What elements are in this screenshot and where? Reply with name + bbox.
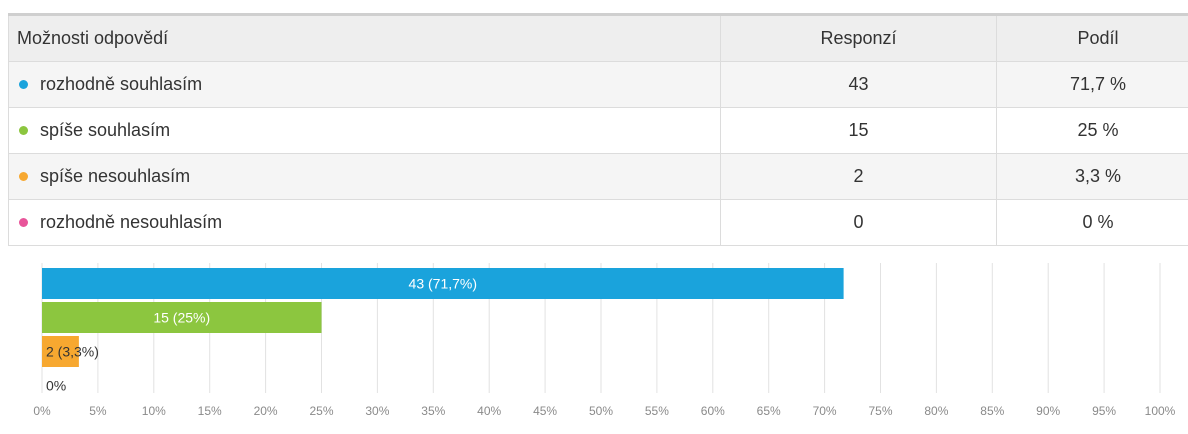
- option-label: spíše souhlasím: [40, 120, 171, 140]
- share-cell: 71,7 %: [996, 61, 1188, 108]
- legend-dot-icon: [19, 172, 28, 181]
- bar: [42, 268, 844, 299]
- bar: [42, 302, 322, 333]
- x-tick-label: 90%: [1036, 404, 1060, 418]
- x-tick-label: 20%: [254, 404, 278, 418]
- option-label-wrap: rozhodně souhlasím: [17, 74, 720, 95]
- responses-cell: 0: [720, 199, 997, 246]
- share-cell: 25 %: [996, 107, 1188, 154]
- option-label: spíše nesouhlasím: [40, 166, 191, 186]
- bar-data-label: 43 (71,7%): [409, 276, 477, 292]
- response-table: Možnosti odpovědí Responzí Podíl rozhodn…: [8, 13, 1188, 246]
- x-tick-label: 50%: [589, 404, 613, 418]
- table-row: spíše souhlasím 15 25 %: [8, 107, 1188, 154]
- responses-cell: 2: [720, 153, 997, 200]
- x-tick-label: 75%: [868, 404, 892, 418]
- bar-data-label: 15 (25%): [153, 310, 210, 326]
- option-cell: spíše souhlasím: [8, 107, 721, 154]
- share-cell: 3,3 %: [996, 153, 1188, 200]
- x-tick-label: 25%: [309, 404, 333, 418]
- x-tick-label: 30%: [365, 404, 389, 418]
- x-tick-label: 100%: [1145, 404, 1176, 418]
- x-tick-label: 65%: [757, 404, 781, 418]
- option-label-wrap: spíše souhlasím: [17, 120, 720, 141]
- header-share: Podíl: [996, 13, 1188, 62]
- x-tick-label: 95%: [1092, 404, 1116, 418]
- x-tick-label: 0%: [33, 404, 51, 418]
- option-label-wrap: rozhodně nesouhlasím: [17, 212, 720, 233]
- option-label: rozhodně souhlasím: [40, 74, 203, 94]
- x-tick-label: 55%: [645, 404, 669, 418]
- table-row: rozhodně souhlasím 43 71,7 %: [8, 61, 1188, 108]
- bar-data-label: 0%: [46, 378, 66, 394]
- x-tick-label: 70%: [813, 404, 837, 418]
- bar-data-label: 2 (3,3%): [46, 344, 99, 360]
- header-responses: Responzí: [720, 13, 997, 62]
- option-label: rozhodně nesouhlasím: [40, 212, 223, 232]
- table-row: spíše nesouhlasím 2 3,3 %: [8, 153, 1188, 200]
- x-tick-label: 85%: [980, 404, 1004, 418]
- table-header-row: Možnosti odpovědí Responzí Podíl: [8, 13, 1188, 62]
- x-tick-label: 45%: [533, 404, 557, 418]
- share-cell: 0 %: [996, 199, 1188, 246]
- bar-chart: 0% 5% 10% 15% 20% 25% 30% 35% 40% 45% 50% 55% 60% 65%…: [33, 263, 1176, 418]
- bar: [42, 336, 79, 367]
- legend-dot-icon: [19, 126, 28, 135]
- responses-cell: 15: [720, 107, 997, 154]
- legend-dot-icon: [19, 218, 28, 227]
- x-tick-label: 80%: [924, 404, 948, 418]
- legend-dot-icon: [19, 80, 28, 89]
- option-cell: rozhodně souhlasím: [8, 61, 721, 108]
- x-tick-label: 10%: [142, 404, 166, 418]
- option-label-wrap: spíše nesouhlasím: [17, 166, 720, 187]
- x-tick-label: 40%: [477, 404, 501, 418]
- x-tick-label: 60%: [701, 404, 725, 418]
- x-tick-label: 35%: [421, 404, 445, 418]
- option-cell: spíše nesouhlasím: [8, 153, 721, 200]
- table-row: rozhodně nesouhlasím 0 0 %: [8, 199, 1188, 246]
- responses-cell: 43: [720, 61, 997, 108]
- option-cell: rozhodně nesouhlasím: [8, 199, 721, 246]
- x-tick-label: 15%: [198, 404, 222, 418]
- x-tick-label: 5%: [89, 404, 107, 418]
- header-options: Možnosti odpovědí: [8, 13, 721, 62]
